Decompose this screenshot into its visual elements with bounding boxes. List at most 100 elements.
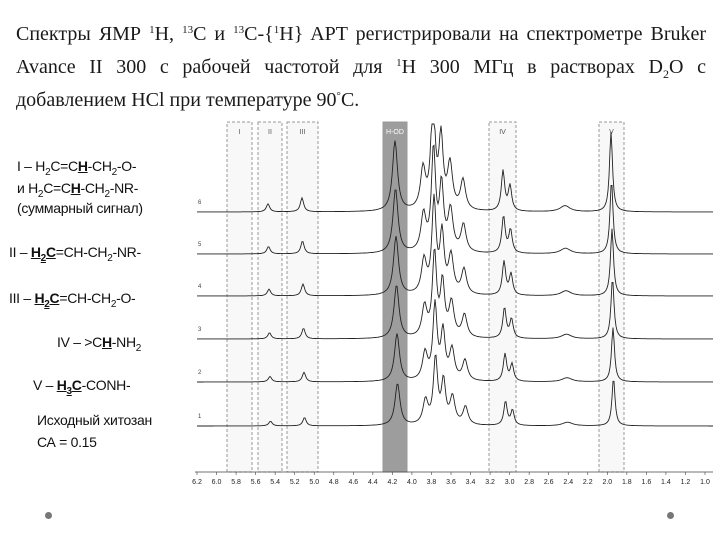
x-axis-label: 4.8 [329, 479, 339, 486]
superscript: 1 [396, 57, 402, 69]
figure-legend: I – H2C=CH-CH2-O-и H2C=CH-CH2-NR- (суммар… [5, 120, 195, 492]
nav-dot [45, 512, 52, 519]
text-run: C-{ [244, 23, 274, 45]
slide-paragraph: Спектры ЯМР 1H, 13C и 13C-{1H} APT регис… [16, 18, 706, 117]
text-run: C=C [50, 158, 78, 174]
highlighted-atom: C [45, 244, 56, 260]
highlighted-atom: H [56, 377, 67, 393]
x-axis-label: 6.0 [212, 479, 222, 486]
region-box [286, 121, 319, 473]
subscript: 2 [111, 166, 118, 178]
text-run: СА = 0.15 [37, 434, 97, 450]
text-run: III – [9, 290, 35, 306]
x-axis-label: 5.6 [251, 479, 261, 486]
text-run: -NR- [112, 244, 142, 260]
trace-label: 3 [198, 327, 202, 333]
x-axis-label: 1.2 [681, 479, 691, 486]
legend-line: II – H2C=CH-CH2-NR- [9, 244, 141, 264]
subscript: 2 [45, 166, 51, 178]
superscript: 13 [233, 24, 245, 36]
superscript: 1 [273, 24, 280, 36]
spectrum-trace [197, 144, 713, 255]
x-axis-label: 3.6 [446, 479, 456, 486]
legend-line: Исходный хитозан [37, 412, 152, 428]
x-axis-label: 2.6 [544, 479, 554, 486]
text-run: (суммарный сигнал) [17, 200, 143, 216]
highlighted-subscript: 2 [40, 252, 47, 264]
x-axis-label: 1.6 [642, 479, 652, 486]
trace-label: 6 [198, 200, 202, 206]
text-run: Исходный хитозан [37, 412, 152, 428]
text-run: -NR- [109, 180, 139, 196]
legend-line: IV – >CH-NH2 [57, 334, 141, 354]
trace-label: 2 [198, 370, 202, 376]
spectrum-trace [197, 123, 713, 213]
text-run: H} APT регистрировали на спектрометре Br… [16, 23, 707, 78]
legend-line: V – H3C-CONH- [33, 377, 131, 397]
text-run: и H [17, 180, 38, 196]
text-run: =CH-CH [55, 244, 108, 260]
nmr-figure: I II III H-OD IV V 6 5 4 3 2 1 6.2 6.0 5.8 5.6 5.4 5.2 5.0… [5, 120, 715, 492]
highlighted-atom: H [34, 290, 45, 306]
subscript: 2 [135, 342, 142, 354]
x-axis-label: 3.4 [466, 479, 476, 486]
highlighted-atom: C [49, 290, 60, 306]
legend-line: I – H2C=CH-CH2-O- [17, 158, 137, 178]
text-run: -O- [116, 290, 136, 306]
text-run: O с добавлением HCl при температуре 90 [16, 56, 706, 111]
text-run: -O- [116, 158, 137, 174]
highlighted-atom: H [101, 334, 112, 350]
region-label: II [268, 129, 272, 136]
x-axis-label: 5.8 [231, 479, 241, 486]
text-run: H, [154, 23, 183, 45]
x-axis-label: 3.8 [427, 479, 437, 486]
region-box [226, 121, 253, 473]
legend-line: и H2C=CH-CH2-NR- [17, 180, 138, 200]
x-axis-label: 2.2 [583, 479, 593, 486]
x-axis-label: 4.4 [368, 479, 378, 486]
x-axis-label: 2.0 [602, 479, 612, 486]
text-run: H 300 МГц в растворах D [401, 56, 663, 78]
text-run: I – H [17, 158, 46, 174]
highlighted-subscript: 3 [66, 385, 73, 397]
highlighted-atom: H [30, 244, 41, 260]
spectrum-trace [197, 354, 713, 427]
x-axis-label: 4.2 [388, 479, 398, 486]
x-axis-label: 2.8 [524, 479, 534, 486]
text-run: C и [193, 23, 234, 45]
superscript: ° [336, 90, 341, 102]
legend-line: (суммарный сигнал) [17, 200, 143, 216]
highlighted-atom: C [71, 377, 82, 393]
region-label: H-OD [386, 129, 404, 136]
x-axis-label: 3.0 [505, 479, 515, 486]
trace-label: 1 [198, 414, 202, 420]
legend-line: III – H2C=CH-CH2-O- [9, 290, 136, 310]
region-label: IV [499, 129, 506, 136]
subscript: 2 [104, 188, 110, 200]
nav-dot [667, 512, 674, 519]
x-axis-label: 3.2 [485, 479, 495, 486]
trace-label: 5 [198, 242, 202, 248]
text-run: -NH [111, 334, 136, 350]
text-run: -CH [87, 158, 112, 174]
text-run: -CONH- [81, 377, 131, 393]
x-axis-label: 6.2 [192, 479, 202, 486]
subscript: 2 [110, 298, 117, 310]
x-axis-label: 2.4 [563, 479, 573, 486]
x-axis-label: 1.8 [622, 479, 632, 486]
superscript: 1 [149, 24, 155, 36]
region-label: III [300, 129, 306, 136]
subscript: 2 [107, 252, 113, 264]
x-axis-label: 5.0 [309, 479, 319, 486]
region-box [257, 121, 283, 473]
text-run: =CH-CH [59, 290, 111, 306]
text-run: C. [340, 89, 360, 111]
trace-label: 4 [198, 284, 202, 290]
x-axis-label: 5.2 [290, 479, 300, 486]
text-run: IV – >C [57, 334, 102, 350]
highlighted-atom: H [70, 180, 81, 196]
x-axis-label: 1.0 [700, 479, 710, 486]
text-run: Спектры ЯМР [16, 23, 150, 45]
